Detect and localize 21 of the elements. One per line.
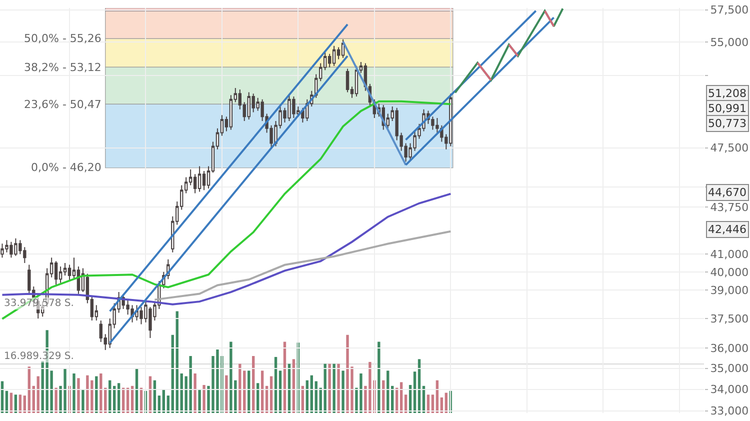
y-tick-label: 34,000	[710, 383, 749, 396]
text: 50,773	[708, 117, 746, 130]
y-tick-label: 43,750	[710, 201, 749, 214]
y-tick-label: 57,500	[710, 4, 749, 17]
y-tick-label: 36,000	[710, 342, 749, 355]
y-tick-label: 41,000	[710, 248, 749, 261]
y-tick-label: 40,000	[710, 266, 749, 279]
y-tick-label: 33,000	[710, 404, 749, 418]
annotation: 51,208	[708, 87, 746, 100]
band-label: 50,0% - 55,26	[24, 32, 102, 45]
y-tick-label: 39,000	[710, 284, 749, 298]
annotation: 44,670	[708, 186, 746, 199]
band-label: 23,6% - 50,47	[24, 98, 102, 111]
text: 50,991	[708, 102, 746, 115]
band-label: 38,2% - 53,12	[24, 61, 102, 74]
y-tick-label: 35,000	[710, 362, 749, 376]
band-label: 0,0% - 46,20	[31, 161, 102, 174]
y-tick-label: 55,000	[710, 36, 749, 49]
annotation: 42,446	[708, 223, 746, 236]
y-tick-label: 47,500	[710, 142, 749, 155]
y-tick-label: 37,500	[710, 312, 749, 326]
